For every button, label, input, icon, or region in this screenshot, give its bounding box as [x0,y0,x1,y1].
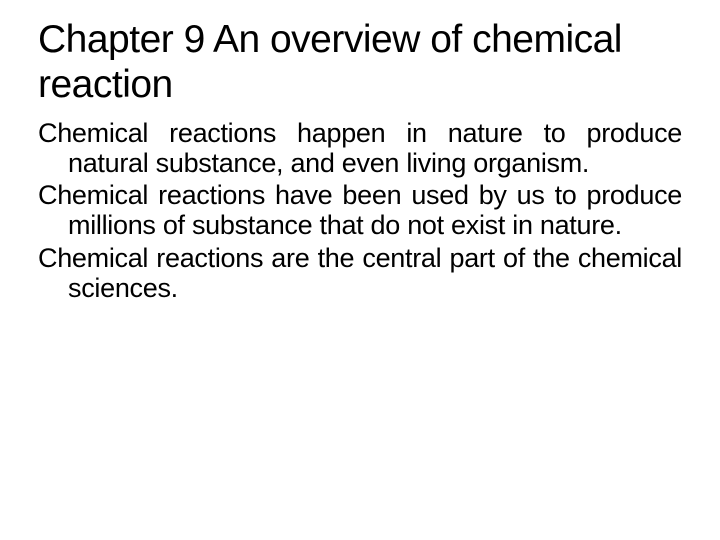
slide-body: Chemical reactions happen in nature to p… [38,118,682,303]
paragraph-3: Chemical reactions are the central part … [68,243,682,303]
paragraph-1: Chemical reactions happen in nature to p… [68,118,682,178]
slide-title: Chapter 9 An overview of chemical reacti… [38,18,682,108]
paragraph-2: Chemical reactions have been used by us … [68,180,682,240]
